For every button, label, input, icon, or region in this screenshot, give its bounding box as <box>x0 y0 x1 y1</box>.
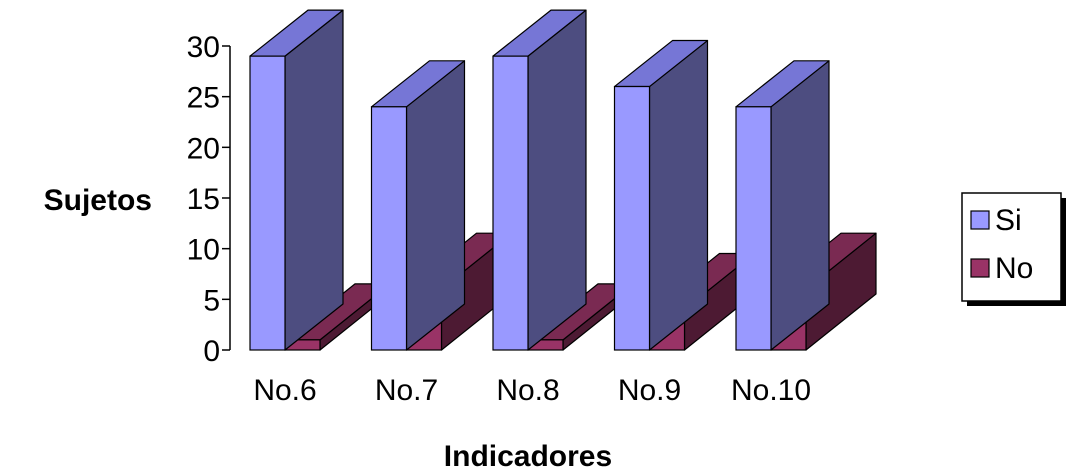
x-axis-title: Indicadores <box>444 440 612 472</box>
x-axis-labels: No.6 No.7 No.8 No.9 No.10 <box>253 374 811 407</box>
x-tick-label: No.7 <box>375 374 438 407</box>
x-tick-label: No.9 <box>618 374 681 407</box>
y-axis: 0 5 10 15 20 25 30 <box>187 31 231 368</box>
x-tick-label: No.10 <box>731 374 811 407</box>
legend-label: No <box>995 252 1033 285</box>
x-tick-label: No.6 <box>253 374 316 407</box>
y-tick-label: 10 <box>187 234 220 267</box>
y-axis-title: Sujetos <box>44 184 152 217</box>
bar-si <box>735 60 830 351</box>
bar-group <box>249 9 391 351</box>
y-tick-label: 0 <box>203 335 220 368</box>
bar-si <box>249 9 344 351</box>
bar-si <box>613 39 709 351</box>
y-tick-label: 5 <box>203 284 220 317</box>
y-tick-label: 20 <box>187 132 220 165</box>
legend-swatch <box>970 210 990 230</box>
y-tick-label: 30 <box>187 31 220 64</box>
bar-group <box>370 60 513 351</box>
bar-group <box>613 39 756 351</box>
bar-group <box>735 60 877 351</box>
x-tick-label: No.8 <box>496 374 559 407</box>
bars <box>249 9 877 351</box>
legend: Si No <box>961 192 1066 306</box>
legend-label: Si <box>995 204 1022 237</box>
y-tick-label: 15 <box>187 183 220 216</box>
legend-swatch <box>970 258 990 278</box>
bar-si <box>370 60 466 351</box>
bar-si <box>492 9 587 351</box>
bar-group <box>492 9 634 351</box>
y-tick-label: 25 <box>187 82 220 115</box>
